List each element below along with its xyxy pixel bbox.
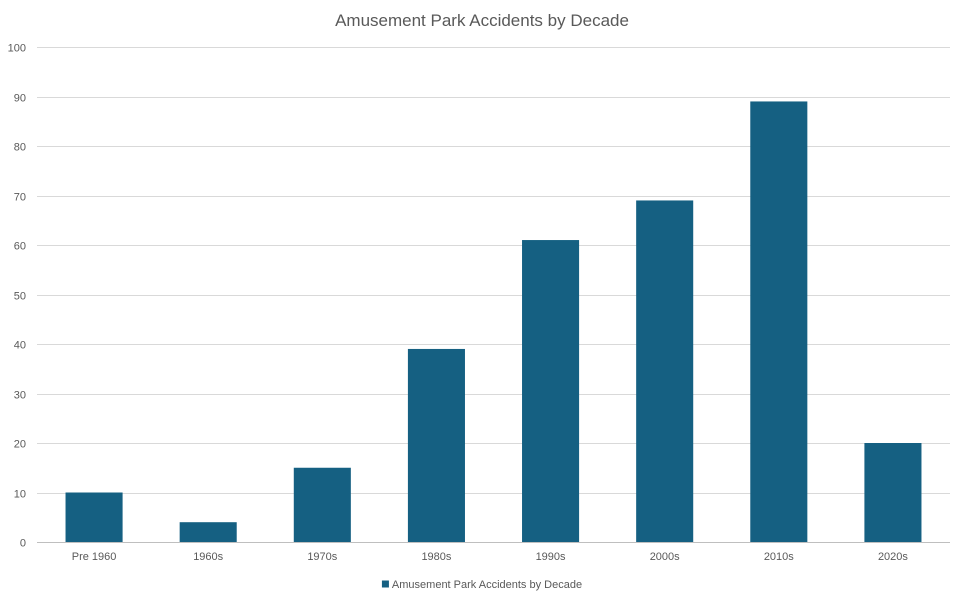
y-tick-label: 40: [14, 340, 26, 352]
bar: [864, 443, 922, 542]
x-tick-label: Pre 1960: [72, 551, 117, 563]
bar: [750, 101, 808, 542]
y-axis-tick-labels: 0 10 20 30 40 50 60 70 80 90 100: [8, 43, 26, 550]
bars: [65, 101, 922, 543]
legend-swatch: [381, 580, 389, 588]
bar: [293, 467, 351, 542]
legend: Amusement Park Accidents by Decade: [381, 579, 582, 591]
y-tick-label: 90: [14, 93, 26, 105]
bar: [407, 348, 465, 542]
y-tick-label: 50: [14, 291, 26, 303]
x-axis-tick-labels: Pre 1960 1960s 1970s 1980s 1990s 2000s 2010s 20…: [72, 551, 909, 563]
y-tick-label: 0: [20, 538, 26, 550]
x-tick-label: 1960s: [193, 551, 223, 563]
y-tick-label: 70: [14, 192, 26, 204]
gridlines: [37, 47, 950, 494]
x-tick-label: 1980s: [421, 551, 451, 563]
x-tick-label: 2000s: [650, 551, 680, 563]
legend-label: Amusement Park Accidents by Decade: [392, 579, 582, 591]
chart-title: Amusement Park Accidents by Decade: [335, 11, 629, 30]
x-tick-label: 2010s: [764, 551, 794, 563]
y-tick-label: 10: [14, 489, 26, 501]
y-tick-label: 20: [14, 439, 26, 451]
x-tick-label: 1990s: [536, 551, 566, 563]
bar: [522, 240, 580, 543]
bar: [179, 522, 237, 542]
y-tick-label: 60: [14, 241, 26, 253]
bar: [65, 492, 123, 542]
x-tick-label: 2020s: [878, 551, 908, 563]
y-tick-label: 80: [14, 142, 26, 154]
bar: [636, 200, 694, 542]
y-tick-label: 30: [14, 390, 26, 402]
x-tick-label: 1970s: [307, 551, 337, 563]
y-tick-label: 100: [8, 43, 26, 55]
